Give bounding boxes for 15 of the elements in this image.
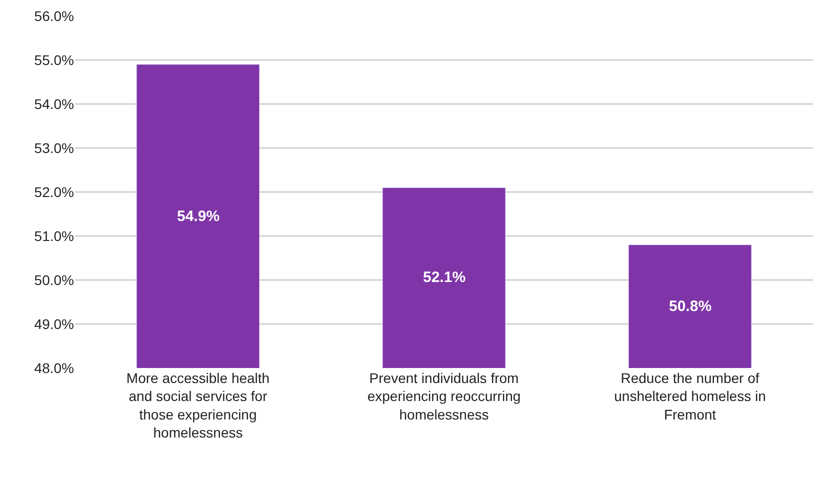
x-tick-label: Prevent individuals from experiencing reoccurring homelessness bbox=[367, 370, 521, 422]
y-tick-label: 56.0% bbox=[34, 8, 74, 24]
y-tick-label: 50.0% bbox=[34, 272, 74, 288]
x-tick-label: Reduce the number of unsheltered homeless in Fremont bbox=[614, 370, 766, 422]
data-label: 52.1% bbox=[423, 269, 466, 286]
y-tick-label: 53.0% bbox=[34, 140, 74, 156]
data-label: 50.8% bbox=[669, 298, 712, 315]
x-tick-label: More accessible health and social services for those experiencing homelessness bbox=[126, 370, 270, 441]
y-tick-label: 55.0% bbox=[34, 52, 74, 68]
y-tick-label: 49.0% bbox=[34, 316, 74, 332]
y-tick-label: 52.0% bbox=[34, 184, 74, 200]
data-label: 54.9% bbox=[177, 208, 220, 225]
y-tick-label: 48.0% bbox=[34, 360, 74, 376]
y-tick-label: 51.0% bbox=[34, 228, 74, 244]
y-tick-label: 54.0% bbox=[34, 96, 74, 112]
